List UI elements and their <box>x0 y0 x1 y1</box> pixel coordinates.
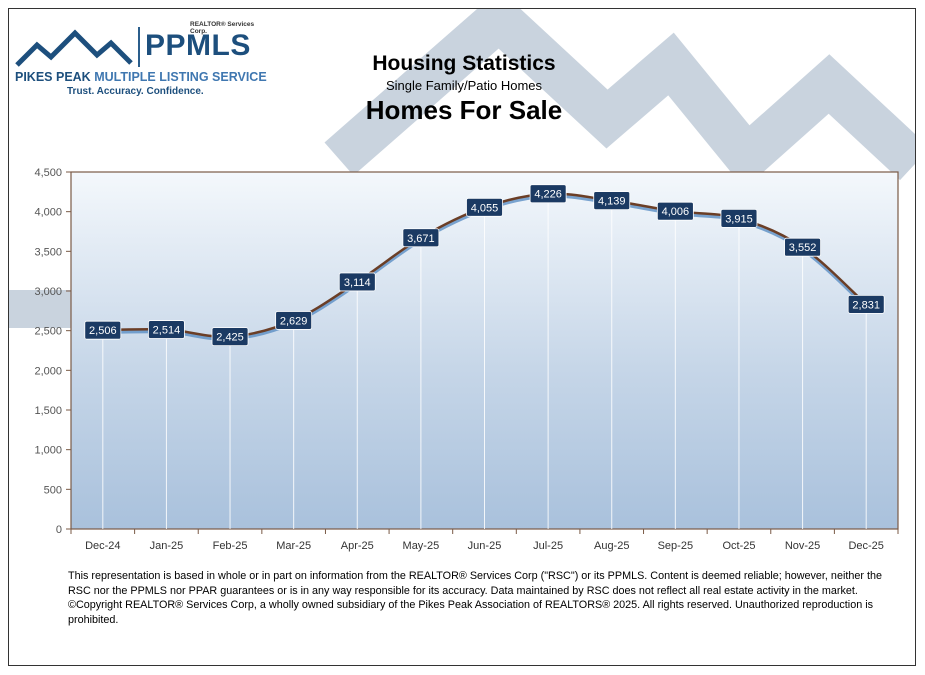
y-tick-label: 3,000 <box>34 286 62 298</box>
x-tick-label: Feb-25 <box>213 540 248 552</box>
x-tick-label: Jun-25 <box>468 540 502 552</box>
x-tick-label: Jan-25 <box>150 540 184 552</box>
ppmls-logo: REALTOR® Services Corp. PPMLS PIKES PEAK… <box>15 21 267 111</box>
ppmls-wordmark: PPMLS <box>145 29 251 62</box>
data-label: 2,629 <box>280 315 308 327</box>
data-label-box <box>148 320 185 339</box>
x-tick-label: Aug-25 <box>594 540 629 552</box>
homes-for-sale-chart: 0 500 1,000 1,500 2,000 2,500 3,000 3,500 4,000 4… <box>34 167 899 552</box>
logo-divider <box>138 27 140 67</box>
x-tick-label: Dec-24 <box>85 540 120 552</box>
logo-name-pikes-peak: PIKES PEAK <box>15 70 91 84</box>
mountain-logo-icon <box>15 29 133 67</box>
y-tick-label: 2,000 <box>34 365 62 377</box>
data-label-box <box>529 184 567 204</box>
data-label: 3,114 <box>344 277 371 289</box>
data-label: 4,055 <box>471 202 499 214</box>
data-label: 4,139 <box>598 196 626 208</box>
data-label-box <box>847 295 885 314</box>
realtor-corp-label: REALTOR® Services Corp. <box>190 21 255 35</box>
watermark-mountain <box>9 9 915 328</box>
y-tick-label: 0 <box>56 524 62 536</box>
x-tick-label: Apr-25 <box>341 540 374 552</box>
data-label-box <box>402 228 440 248</box>
logo-full-name: PIKES PEAK MULTIPLE LISTING SERVICE <box>15 70 267 84</box>
data-label-box <box>466 197 503 217</box>
y-tick-label: 2,500 <box>34 326 62 338</box>
data-label: 2,425 <box>216 332 244 344</box>
data-label: 2,831 <box>852 299 880 311</box>
data-label: 2,506 <box>89 325 117 337</box>
x-tick-label: Sep-25 <box>658 540 693 552</box>
x-tick-label: Jul-25 <box>533 540 563 552</box>
data-label: 3,552 <box>789 242 817 254</box>
y-tick-label: 1,000 <box>34 445 62 457</box>
data-label-box <box>593 191 631 211</box>
chart-title: Homes For Sale <box>365 95 563 125</box>
data-label: 3,671 <box>407 233 435 245</box>
x-tick-label: Mar-25 <box>276 540 311 552</box>
data-label: 4,006 <box>662 206 690 218</box>
disclaimer-text: This representation is based in whole or… <box>68 570 882 626</box>
y-tick-label: 1,500 <box>34 405 62 417</box>
x-tick-label: Oct-25 <box>722 540 755 552</box>
data-label-box <box>211 327 249 347</box>
data-label-box <box>338 272 376 292</box>
logo-tagline: Trust. Accuracy. Confidence. <box>67 86 204 97</box>
data-label-box <box>656 201 694 221</box>
y-tick-label: 500 <box>44 484 62 496</box>
y-tick-label: 4,000 <box>34 207 62 219</box>
x-tick-label: Dec-25 <box>848 540 883 552</box>
page-subtitle: Single Family/Patio Homes <box>385 78 543 93</box>
title-block: Housing Statistics Single Family/Patio H… <box>299 51 629 126</box>
data-label: 3,915 <box>725 213 753 225</box>
y-tick-label: 4,500 <box>34 167 62 179</box>
x-tick-label: Nov-25 <box>785 540 820 552</box>
logo-name-mls: MULTIPLE LISTING SERVICE <box>94 70 267 84</box>
data-label-box <box>720 209 758 228</box>
data-label: 4,226 <box>534 189 562 201</box>
data-label: 2,514 <box>153 325 181 337</box>
data-label-box <box>784 237 821 257</box>
data-label-box <box>275 311 313 330</box>
data-label-box <box>84 320 122 340</box>
report-frame: REALTOR® Services Corp. PPMLS PIKES PEAK… <box>8 8 916 666</box>
page-title: Housing Statistics <box>372 52 556 75</box>
y-tick-label: 3,500 <box>34 246 62 258</box>
x-tick-label: May-25 <box>403 540 440 552</box>
